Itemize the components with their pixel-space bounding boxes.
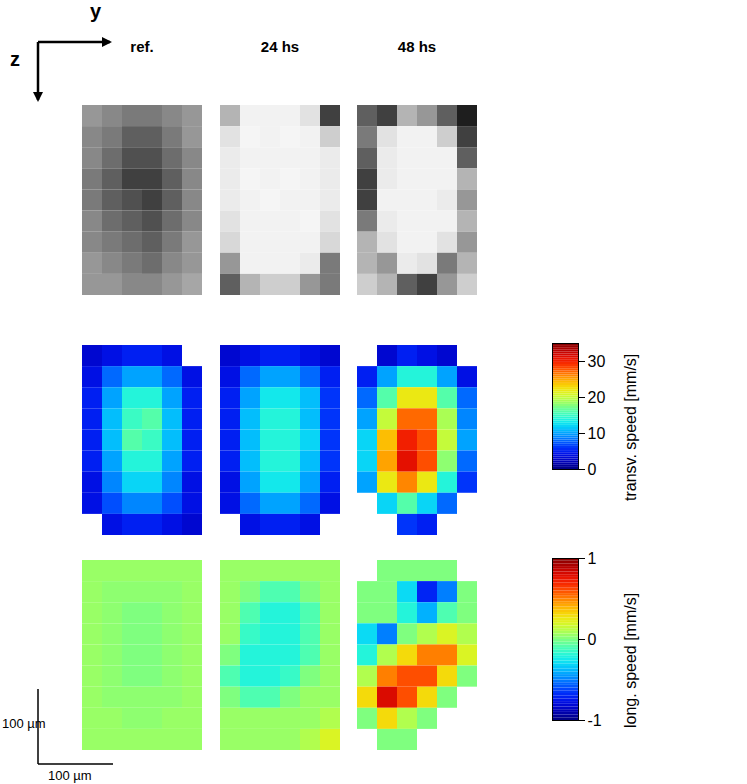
svg-text:0: 0 — [588, 631, 597, 648]
svg-text:0: 0 — [588, 461, 597, 478]
svg-text:20: 20 — [588, 389, 606, 406]
html-text:y: y — [90, 0, 102, 22]
html-text:ref.: ref. — [130, 38, 154, 55]
svg-text:10: 10 — [588, 425, 606, 442]
html-text:z: z — [10, 48, 20, 70]
html-text:24 hs: 24 hs — [260, 38, 300, 55]
svg-text:1: 1 — [588, 550, 597, 567]
svg-text:30: 30 — [588, 353, 606, 370]
html-text:100 µm: 100 µm — [48, 768, 92, 783]
html-text:48 hs: 48 hs — [397, 38, 437, 55]
html-text:long. speed [mm/s]: long. speed [mm/s] — [622, 592, 639, 728]
html-text:transv. speed [mm/s]: transv. speed [mm/s] — [622, 353, 639, 501]
html-text:100 µm: 100 µm — [2, 716, 46, 731]
svg-text:-1: -1 — [588, 712, 602, 729]
